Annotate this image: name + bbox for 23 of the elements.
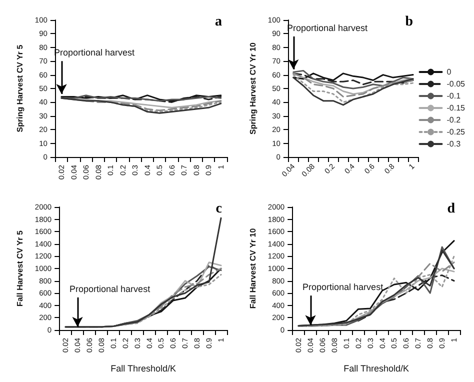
legend-label: 0 xyxy=(446,68,452,76)
legend-label: -0.15 xyxy=(446,104,466,112)
line-series xyxy=(292,70,414,90)
annotation: Proportional harvest xyxy=(302,282,384,292)
x-axis-title: Fall Threshold/K xyxy=(110,364,176,374)
chart-title: d xyxy=(447,202,456,216)
chart-title: a xyxy=(215,14,222,30)
x-axis-title: Fall Threshold/K xyxy=(344,364,409,374)
chart-title: b xyxy=(405,14,414,30)
line-series xyxy=(292,72,414,86)
y-axis-title: Fall Harvest CV Yr 10 xyxy=(248,228,258,309)
legend-label: -0.1 xyxy=(446,92,462,100)
legend-label: -0.25 xyxy=(446,128,466,136)
legend-label: -0.05 xyxy=(446,80,466,88)
chart-title: c xyxy=(216,202,222,216)
annotation: Proportional harvest xyxy=(70,284,151,294)
y-axis-title: Spring Harvest CV Yr 5 xyxy=(16,44,24,132)
legend-label: -0.3 xyxy=(446,140,462,148)
y-axis-title: Spring Harvest CV Yr 10 xyxy=(248,42,258,134)
y-axis-title: Fall Harvest CV Yr 5 xyxy=(16,230,24,306)
line-series xyxy=(292,72,414,82)
line-series xyxy=(64,217,222,328)
legend-label: -0.2 xyxy=(446,116,462,124)
